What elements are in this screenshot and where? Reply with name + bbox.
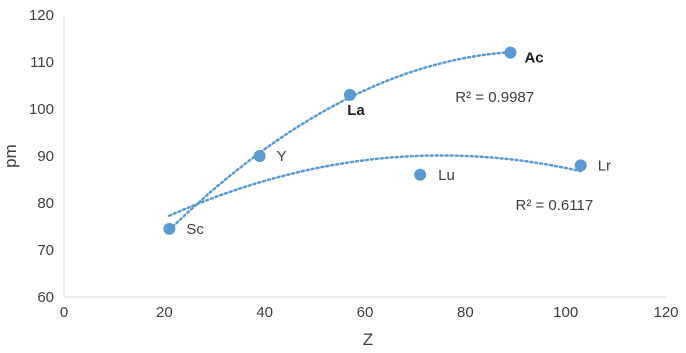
y-tick-label: 90 xyxy=(37,148,54,165)
y-tick-label: 120 xyxy=(29,7,54,24)
y-axis-title: pm xyxy=(1,144,20,168)
point-label-y: Y xyxy=(277,148,287,165)
point-label-lu: Lu xyxy=(438,167,455,184)
r-squared-annotations: R² = 0.9987 R² = 0.6117 xyxy=(455,89,593,214)
r-squared-label-1: R² = 0.9987 xyxy=(455,89,534,106)
data-point-lr xyxy=(574,159,587,172)
x-tick-label: 40 xyxy=(256,304,273,321)
data-point-y xyxy=(253,150,266,162)
point-label-lr: Lr xyxy=(598,157,611,174)
axes xyxy=(63,15,666,298)
y-tick-label: 100 xyxy=(29,101,54,118)
x-tick-label: 0 xyxy=(60,304,68,321)
x-tick-labels: 0 20 40 60 80 100 120 xyxy=(60,304,679,321)
point-label-ac: Ac xyxy=(524,50,543,67)
x-tick-label: 120 xyxy=(653,304,678,321)
point-label-sc: Sc xyxy=(186,221,204,238)
data-point-ac xyxy=(504,46,517,59)
r-squared-label-2: R² = 0.6117 xyxy=(516,197,594,214)
x-tick-label: 80 xyxy=(457,304,474,321)
data-point-la xyxy=(343,88,356,101)
data-points xyxy=(163,46,587,235)
y-tick-label: 60 xyxy=(37,289,54,306)
data-point-sc xyxy=(163,222,176,235)
x-tick-label: 20 xyxy=(156,304,173,321)
trendlines xyxy=(168,50,582,232)
y-tick-labels: 60 70 80 90 100 110 120 xyxy=(29,7,54,306)
data-point-lu xyxy=(414,168,427,181)
x-tick-label: 100 xyxy=(553,304,578,321)
point-labels: Sc Y La Ac Lu Lr xyxy=(186,50,611,238)
y-tick-label: 70 xyxy=(37,242,54,259)
trendline-2 xyxy=(168,154,582,217)
trendline-1 xyxy=(168,50,512,232)
x-axis-title: Z xyxy=(363,330,373,349)
point-label-la: La xyxy=(347,102,365,119)
y-tick-label: 80 xyxy=(37,195,54,212)
x-tick-label: 60 xyxy=(357,304,374,321)
y-tick-label: 110 xyxy=(30,54,54,71)
